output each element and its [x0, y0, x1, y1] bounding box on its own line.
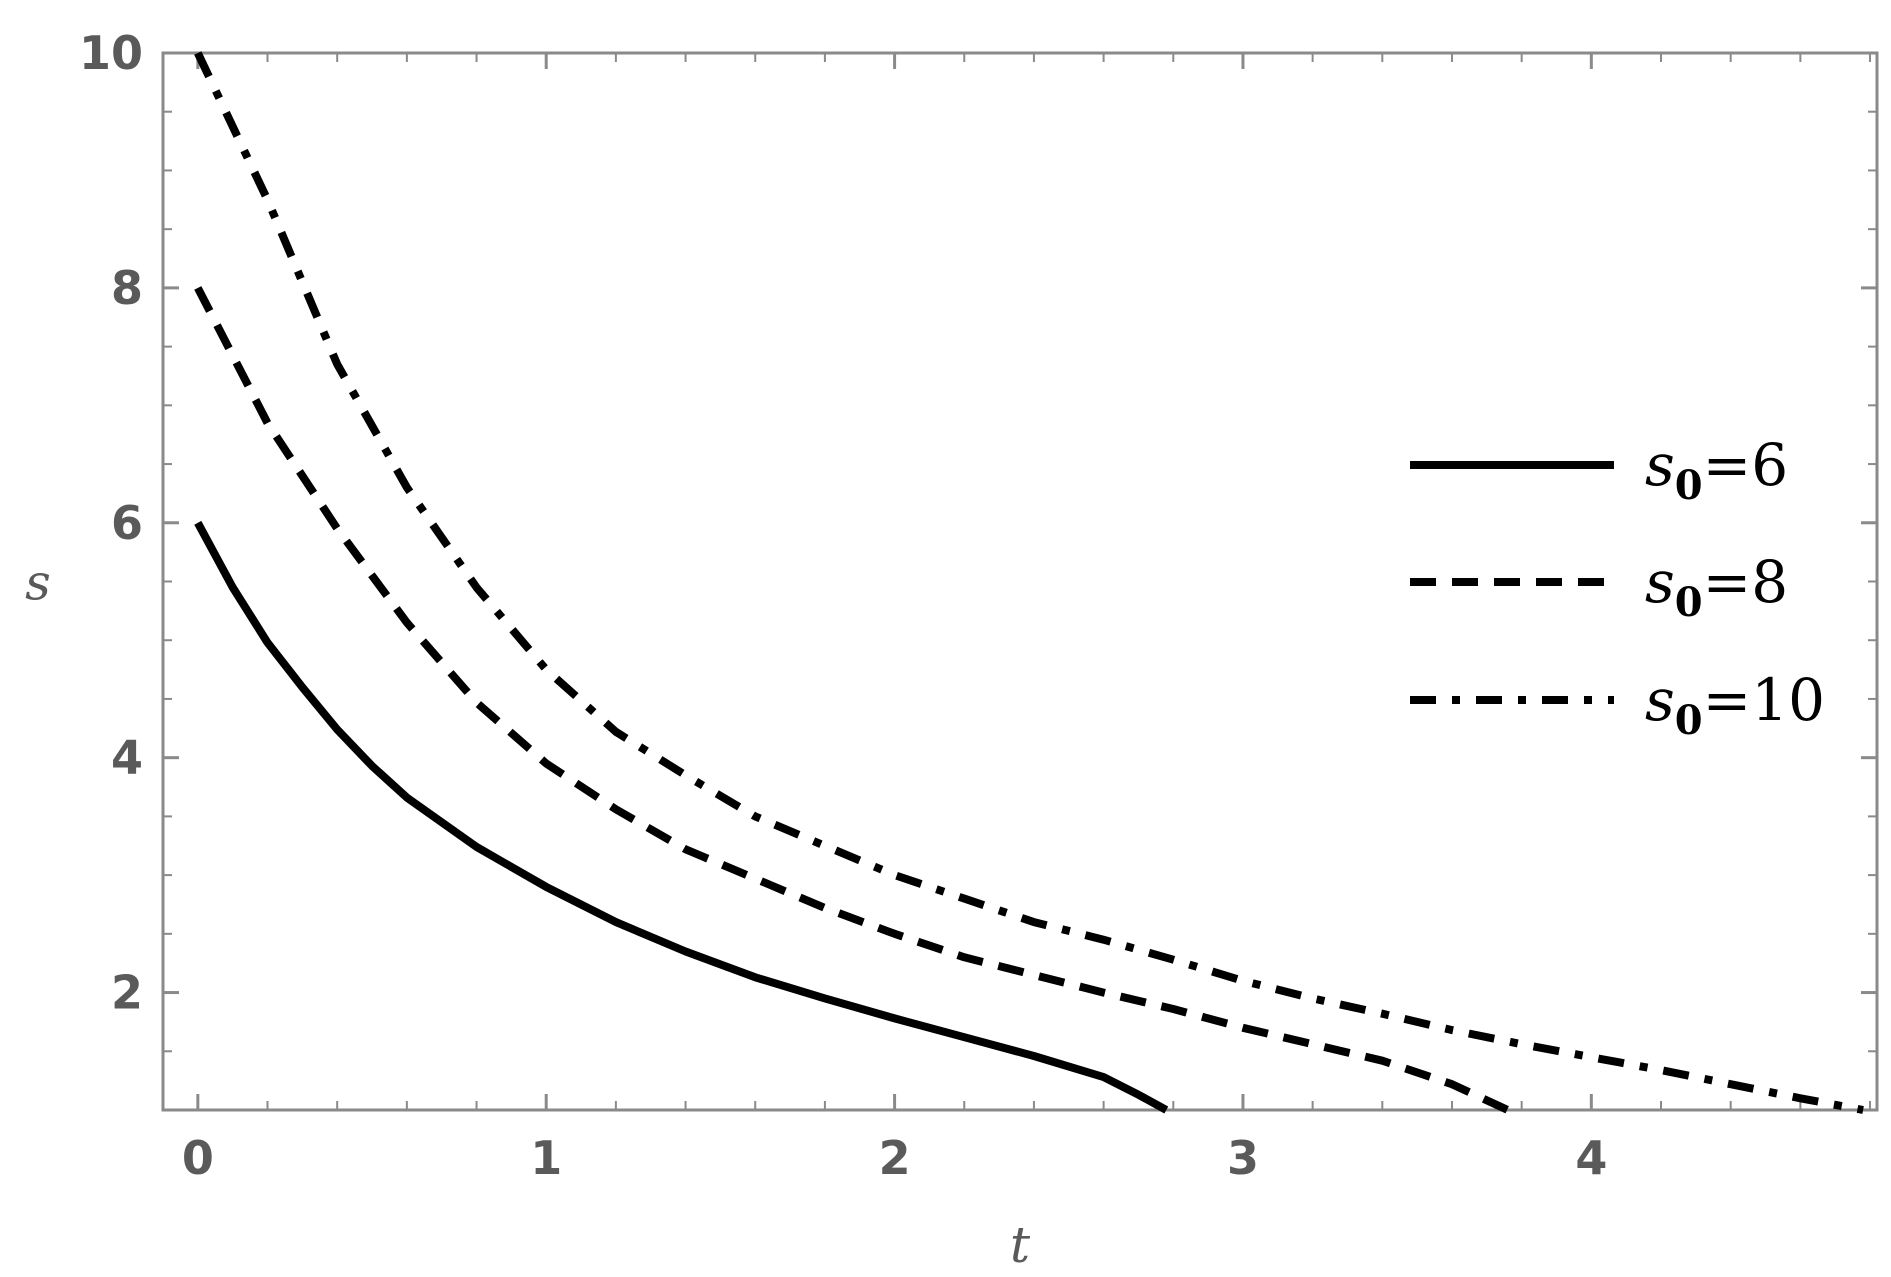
x-tick-label: 4: [1575, 1131, 1607, 1185]
legend-label-3: s0=10: [1645, 666, 1825, 744]
legend: s0=6s0=8s0=10: [1410, 431, 1825, 744]
y-tick-label: 8: [111, 261, 143, 315]
series-line-3: [194, 51, 1864, 1114]
legend-subscript: 0: [1675, 462, 1703, 509]
series-group: [194, 51, 1864, 1114]
legend-value: =8: [1703, 548, 1789, 616]
x-axis-label: t: [1010, 1216, 1031, 1274]
series-line-1: [194, 520, 1169, 1114]
y-tick-label: 2: [111, 966, 143, 1020]
y-tick-label: 6: [111, 496, 143, 550]
plot-frame: [161, 51, 1879, 1112]
series-line-2: [194, 286, 1510, 1114]
y-tick-label: 4: [111, 731, 143, 785]
legend-subscript: 0: [1675, 579, 1703, 626]
y-axis-ticks: 2 4 6 8 10: [79, 26, 1877, 1053]
x-tick-label: 0: [182, 1131, 214, 1185]
legend-subscript: 0: [1675, 697, 1703, 744]
legend-symbol: s: [1645, 548, 1675, 616]
legend-value: =6: [1703, 431, 1789, 499]
legend-symbol: s: [1645, 431, 1675, 499]
legend-value: =10: [1703, 666, 1825, 734]
legend-label-2: s0=8: [1645, 548, 1788, 626]
x-axis-ticks: 0 1 2 3 4: [182, 53, 1872, 1185]
x-tick-label: 2: [879, 1131, 911, 1185]
legend-label-1: s0=6: [1645, 431, 1788, 509]
legend-symbol: s: [1645, 666, 1675, 734]
x-tick-label: 1: [530, 1131, 562, 1185]
y-axis-label: s: [25, 554, 51, 612]
y-tick-label: 10: [79, 26, 143, 80]
x-tick-label: 3: [1227, 1131, 1259, 1185]
